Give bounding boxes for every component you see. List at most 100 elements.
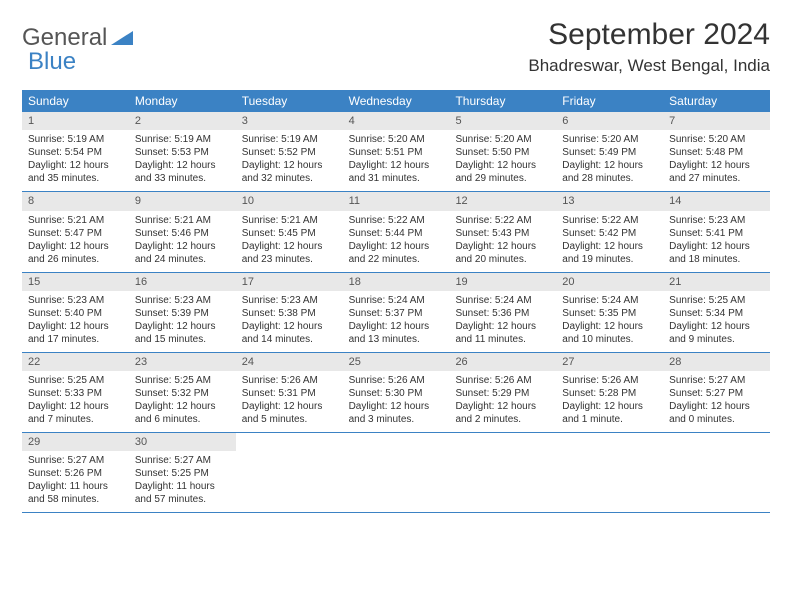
sunset-text: Sunset: 5:39 PM [135,307,230,320]
day-body: Sunrise: 5:22 AMSunset: 5:42 PMDaylight:… [556,211,663,272]
daylight-text: Daylight: 12 hours and 24 minutes. [135,240,230,266]
day-cell: . [449,433,556,512]
location: Bhadreswar, West Bengal, India [528,56,770,76]
day-body: Sunrise: 5:27 AMSunset: 5:26 PMDaylight:… [22,451,129,512]
sunset-text: Sunset: 5:32 PM [135,387,230,400]
day-cell: 16Sunrise: 5:23 AMSunset: 5:39 PMDayligh… [129,273,236,352]
sunset-text: Sunset: 5:52 PM [242,146,337,159]
day-cell: 17Sunrise: 5:23 AMSunset: 5:38 PMDayligh… [236,273,343,352]
day-number: 1 [22,112,129,130]
day-cell: 30Sunrise: 5:27 AMSunset: 5:25 PMDayligh… [129,433,236,512]
day-body: Sunrise: 5:23 AMSunset: 5:41 PMDaylight:… [663,211,770,272]
sunrise-text: Sunrise: 5:25 AM [669,294,764,307]
day-cell: 22Sunrise: 5:25 AMSunset: 5:33 PMDayligh… [22,353,129,432]
sunrise-text: Sunrise: 5:21 AM [28,214,123,227]
day-cell: 21Sunrise: 5:25 AMSunset: 5:34 PMDayligh… [663,273,770,352]
day-number: 17 [236,273,343,291]
week-row: 29Sunrise: 5:27 AMSunset: 5:26 PMDayligh… [22,433,770,513]
sunset-text: Sunset: 5:42 PM [562,227,657,240]
day-number: 5 [449,112,556,130]
sunrise-text: Sunrise: 5:24 AM [349,294,444,307]
day-number: 8 [22,192,129,210]
sunrise-text: Sunrise: 5:19 AM [28,133,123,146]
day-body: Sunrise: 5:24 AMSunset: 5:36 PMDaylight:… [449,291,556,352]
day-body: Sunrise: 5:26 AMSunset: 5:30 PMDaylight:… [343,371,450,432]
day-number: 12 [449,192,556,210]
day-body: Sunrise: 5:24 AMSunset: 5:35 PMDaylight:… [556,291,663,352]
daylight-text: Daylight: 12 hours and 1 minute. [562,400,657,426]
day-header: Tuesday [236,90,343,112]
day-body: Sunrise: 5:27 AMSunset: 5:25 PMDaylight:… [129,451,236,512]
day-number: 21 [663,273,770,291]
sunrise-text: Sunrise: 5:25 AM [28,374,123,387]
day-number: 14 [663,192,770,210]
sunset-text: Sunset: 5:31 PM [242,387,337,400]
sunrise-text: Sunrise: 5:20 AM [455,133,550,146]
day-cell: 19Sunrise: 5:24 AMSunset: 5:36 PMDayligh… [449,273,556,352]
day-cell: 4Sunrise: 5:20 AMSunset: 5:51 PMDaylight… [343,112,450,191]
daylight-text: Daylight: 12 hours and 32 minutes. [242,159,337,185]
day-cell: 20Sunrise: 5:24 AMSunset: 5:35 PMDayligh… [556,273,663,352]
daylight-text: Daylight: 12 hours and 13 minutes. [349,320,444,346]
sunrise-text: Sunrise: 5:23 AM [135,294,230,307]
daylight-text: Daylight: 12 hours and 22 minutes. [349,240,444,266]
sunset-text: Sunset: 5:25 PM [135,467,230,480]
sunset-text: Sunset: 5:29 PM [455,387,550,400]
day-body: Sunrise: 5:23 AMSunset: 5:39 PMDaylight:… [129,291,236,352]
sunrise-text: Sunrise: 5:20 AM [562,133,657,146]
sunset-text: Sunset: 5:43 PM [455,227,550,240]
day-cell: . [343,433,450,512]
week-row: 1Sunrise: 5:19 AMSunset: 5:54 PMDaylight… [22,112,770,192]
day-body: Sunrise: 5:20 AMSunset: 5:50 PMDaylight:… [449,130,556,191]
day-body: Sunrise: 5:21 AMSunset: 5:45 PMDaylight:… [236,211,343,272]
day-body: Sunrise: 5:22 AMSunset: 5:43 PMDaylight:… [449,211,556,272]
day-number: 29 [22,433,129,451]
sunset-text: Sunset: 5:35 PM [562,307,657,320]
day-cell: 25Sunrise: 5:26 AMSunset: 5:30 PMDayligh… [343,353,450,432]
sunset-text: Sunset: 5:47 PM [28,227,123,240]
day-body: Sunrise: 5:25 AMSunset: 5:32 PMDaylight:… [129,371,236,432]
sunrise-text: Sunrise: 5:24 AM [455,294,550,307]
daylight-text: Daylight: 12 hours and 15 minutes. [135,320,230,346]
day-number: 25 [343,353,450,371]
sunrise-text: Sunrise: 5:23 AM [242,294,337,307]
sunrise-text: Sunrise: 5:20 AM [349,133,444,146]
sunrise-text: Sunrise: 5:19 AM [135,133,230,146]
week-row: 22Sunrise: 5:25 AMSunset: 5:33 PMDayligh… [22,353,770,433]
day-number: 24 [236,353,343,371]
daylight-text: Daylight: 12 hours and 11 minutes. [455,320,550,346]
sunset-text: Sunset: 5:46 PM [135,227,230,240]
daylight-text: Daylight: 12 hours and 19 minutes. [562,240,657,266]
day-cell: 6Sunrise: 5:20 AMSunset: 5:49 PMDaylight… [556,112,663,191]
daylight-text: Daylight: 12 hours and 18 minutes. [669,240,764,266]
day-cell: 5Sunrise: 5:20 AMSunset: 5:50 PMDaylight… [449,112,556,191]
day-number: 23 [129,353,236,371]
day-cell: 27Sunrise: 5:26 AMSunset: 5:28 PMDayligh… [556,353,663,432]
day-cell: 1Sunrise: 5:19 AMSunset: 5:54 PMDaylight… [22,112,129,191]
day-cell: 15Sunrise: 5:23 AMSunset: 5:40 PMDayligh… [22,273,129,352]
day-number: 22 [22,353,129,371]
sunrise-text: Sunrise: 5:22 AM [562,214,657,227]
day-cell: 3Sunrise: 5:19 AMSunset: 5:52 PMDaylight… [236,112,343,191]
daylight-text: Daylight: 11 hours and 57 minutes. [135,480,230,506]
sunrise-text: Sunrise: 5:27 AM [669,374,764,387]
sunrise-text: Sunrise: 5:27 AM [135,454,230,467]
day-number: 2 [129,112,236,130]
day-body: Sunrise: 5:24 AMSunset: 5:37 PMDaylight:… [343,291,450,352]
daylight-text: Daylight: 12 hours and 0 minutes. [669,400,764,426]
day-number: 19 [449,273,556,291]
day-number: 7 [663,112,770,130]
day-body: Sunrise: 5:25 AMSunset: 5:34 PMDaylight:… [663,291,770,352]
sunset-text: Sunset: 5:41 PM [669,227,764,240]
daylight-text: Daylight: 12 hours and 27 minutes. [669,159,764,185]
day-header: Saturday [663,90,770,112]
title-block: September 2024 Bhadreswar, West Bengal, … [528,18,770,76]
daylight-text: Daylight: 11 hours and 58 minutes. [28,480,123,506]
day-number: 4 [343,112,450,130]
day-number: 28 [663,353,770,371]
day-cell: 23Sunrise: 5:25 AMSunset: 5:32 PMDayligh… [129,353,236,432]
day-body: Sunrise: 5:20 AMSunset: 5:48 PMDaylight:… [663,130,770,191]
day-cell: 29Sunrise: 5:27 AMSunset: 5:26 PMDayligh… [22,433,129,512]
day-body: Sunrise: 5:22 AMSunset: 5:44 PMDaylight:… [343,211,450,272]
sunrise-text: Sunrise: 5:26 AM [562,374,657,387]
